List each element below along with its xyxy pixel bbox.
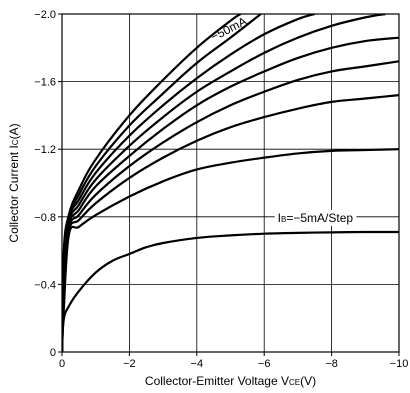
x-axis-label-suffix: (V)	[300, 374, 316, 388]
grid-lines	[61, 13, 400, 353]
x-tick-label: −10	[390, 358, 409, 370]
curve-group	[62, 14, 399, 352]
y-axis-label-prefix: Collector Current I	[7, 145, 21, 242]
annotation-step-suffix: =−5mA/Step	[286, 211, 353, 225]
y-tick-label: −1.6	[34, 77, 56, 89]
annotation-step: IB=−5mA/Step	[278, 211, 354, 225]
series-line-9	[62, 14, 242, 352]
x-tick-label: −2	[123, 358, 136, 370]
y-tick-label: 0	[50, 347, 56, 359]
x-tick-label: −8	[325, 358, 338, 370]
y-tick-label: −0.8	[34, 212, 56, 224]
x-axis-label-prefix: Collector-Emitter Voltage V	[145, 374, 289, 388]
y-axis-label: Collector Current IC(A)	[7, 123, 21, 242]
x-axis-label-sub: CE	[289, 378, 300, 387]
x-tick-label: −4	[191, 358, 204, 370]
tick-marks	[58, 13, 400, 356]
x-tick-label: 0	[59, 358, 65, 370]
y-axis-label-sub: C	[11, 139, 20, 145]
annotation-step-sub: B	[281, 215, 286, 224]
series-line-6	[62, 14, 386, 352]
tick-labels: 0 −2 −4 −6 −8 −10 0 −0.4 −0.8 −1.2 −1.6 −2.0	[34, 9, 408, 370]
y-tick-label: −0.4	[34, 279, 56, 291]
x-axis-label: Collector-Emitter Voltage VCE(V)	[145, 374, 316, 388]
y-axis-label-suffix: (A)	[7, 123, 21, 139]
plot-frame	[61, 13, 400, 353]
annotation-step-prefix: I	[278, 211, 281, 225]
series-line-5	[62, 36, 399, 352]
y-tick-label: −1.2	[34, 144, 56, 156]
x-tick-label: −6	[258, 358, 271, 370]
y-tick-label: −2.0	[34, 9, 56, 21]
annotation-step-background	[274, 209, 357, 226]
series-line-1	[62, 230, 399, 352]
series-line-4	[62, 60, 399, 352]
